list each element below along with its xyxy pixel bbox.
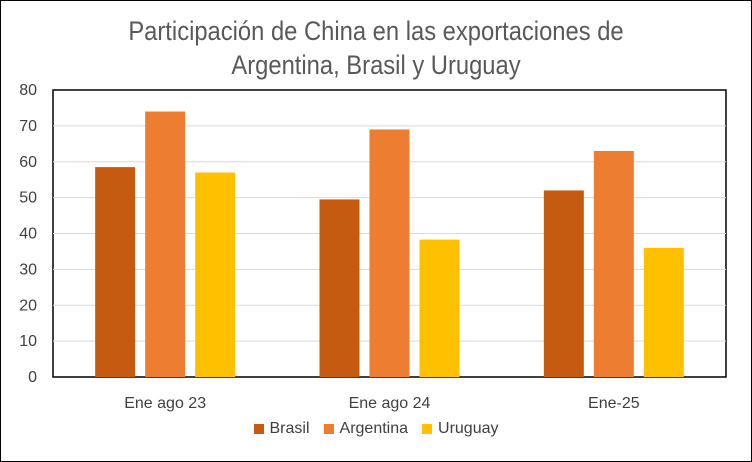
bar-brasil-1 [95, 167, 136, 377]
legend-item-brasil: Brasil [253, 420, 310, 438]
chart-title-line-1: Participación de China en las exportacio… [128, 16, 624, 46]
y-tick-label: 50 [19, 190, 37, 207]
legend-label-uruguay: Uruguay [438, 420, 499, 437]
y-tick-label: 70 [19, 118, 37, 135]
legend-item-argentina: Argentina [323, 420, 409, 438]
legend-label-brasil: Brasil [269, 420, 310, 437]
y-tick-label: 30 [19, 261, 37, 278]
legend-swatch-uruguay [422, 424, 433, 434]
bar-argentina-1 [145, 111, 186, 378]
legend-swatch-argentina [323, 424, 334, 434]
legend-swatch-brasil [253, 424, 264, 434]
bar-brasil-2 [319, 199, 360, 377]
x-axis-labels: Ene ago 23 Ene ago 24 Ene-25 [124, 395, 639, 412]
bar-argentina-3 [593, 150, 634, 377]
bars [95, 111, 684, 378]
bar-uruguay-3 [643, 247, 684, 377]
x-category-label: Ene ago 24 [349, 395, 431, 412]
bar-brasil-3 [543, 190, 584, 377]
y-tick-label: 20 [19, 297, 37, 314]
y-tick-label: 40 [19, 226, 37, 243]
x-category-label: Ene-25 [588, 395, 640, 412]
legend-label-argentina: Argentina [339, 420, 409, 437]
bar-argentina-2 [369, 129, 410, 377]
chart-title-line-2: Argentina, Brasil y Uruguay [231, 50, 521, 80]
y-tick-label: 60 [19, 154, 37, 171]
legend-item-uruguay: Uruguay [422, 420, 499, 438]
y-tick-label: 10 [19, 333, 37, 350]
y-tick-label: 80 [19, 82, 37, 99]
bar-uruguay-2 [419, 239, 460, 377]
chart-title: Participación de China en las exportacio… [45, 14, 707, 82]
bar-uruguay-1 [195, 172, 236, 377]
y-axis-ticks: 0 10 20 30 40 50 60 70 80 [19, 82, 37, 386]
x-category-label: Ene ago 23 [124, 395, 206, 412]
legend: Brasil Argentina Uruguay [0, 420, 752, 438]
y-tick-label: 0 [28, 369, 37, 386]
